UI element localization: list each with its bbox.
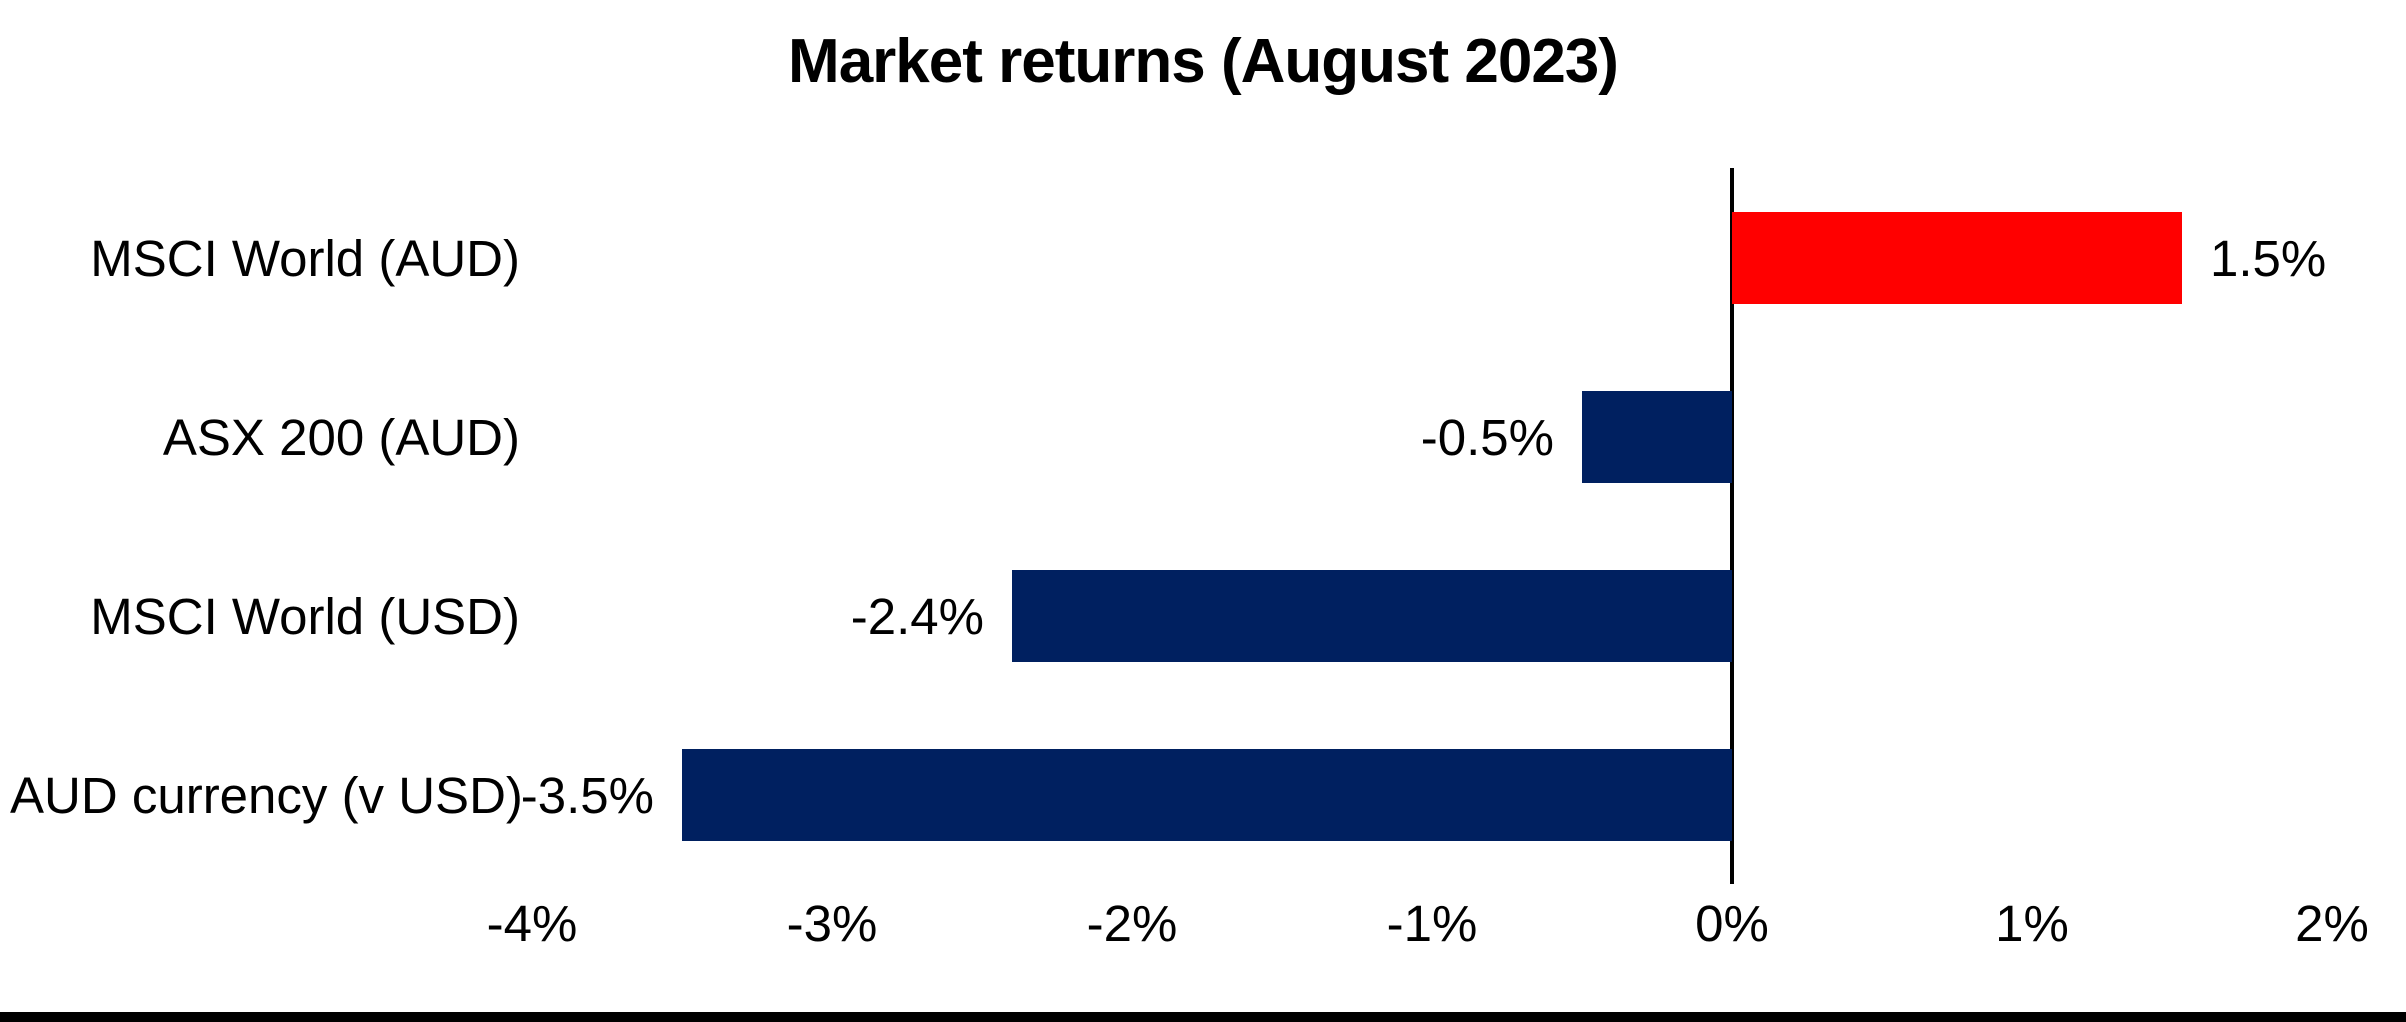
x-tick-label: -4% [486,895,578,952]
data-label: -3.5% [520,767,654,824]
x-tick-label: -3% [786,895,878,952]
data-label: 1.5% [2210,230,2327,287]
category-label: MSCI World (USD) [90,588,520,645]
x-tick-label: 1% [1995,895,2069,952]
x-tick-label: -1% [1386,895,1478,952]
category-label: MSCI World (AUD) [90,230,520,287]
chart-bar [1732,212,2182,304]
chart-bar [1582,391,1732,483]
x-tick-label: 0% [1695,895,1769,952]
chart-title: Market returns (August 2023) [788,27,1619,96]
x-tick-label: -2% [1086,895,1178,952]
bottom-black-strip [0,1012,2406,1022]
category-label: ASX 200 (AUD) [162,409,520,466]
chart-bar [682,749,1732,841]
category-label: AUD currency (v USD) [10,767,523,824]
data-label: -0.5% [1420,409,1554,466]
zero-axis-line [1730,168,1734,884]
chart-bar [1012,570,1732,662]
data-label: -2.4% [850,588,984,645]
x-tick-label: 2% [2295,895,2369,952]
